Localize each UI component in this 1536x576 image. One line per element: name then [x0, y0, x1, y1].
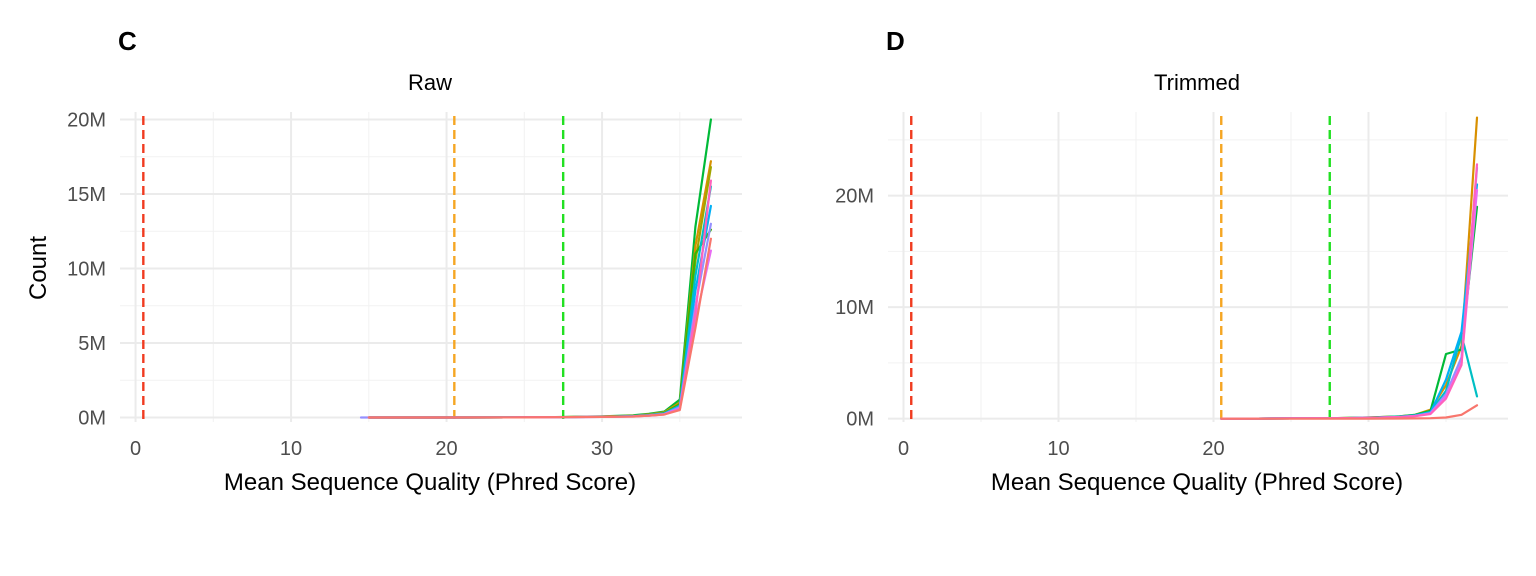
x-tick-label: 20: [1202, 438, 1224, 460]
panel-title: Raw: [408, 70, 452, 95]
series-line: [367, 228, 712, 419]
series-line: [1220, 404, 1479, 420]
y-tick-label: 20M: [67, 109, 106, 131]
plot-area: 0 10 20 30 0M 5M 10M 15M 20M: [67, 109, 742, 460]
x-tick-label: 20: [435, 438, 457, 460]
x-tick-label: 30: [1357, 438, 1379, 460]
series-line: [367, 249, 712, 419]
x-axis-title: Mean Sequence Quality (Phred Score): [224, 469, 636, 496]
panel-d: D Trimmed Mean Sequence Quality (Phred S…: [835, 26, 1508, 496]
series-line: [1220, 116, 1479, 420]
series-line: [367, 204, 712, 419]
x-tick-label: 0: [898, 438, 909, 460]
y-tick-label: 10M: [67, 258, 106, 280]
panel-label: C: [118, 26, 137, 56]
panel-title: Trimmed: [1154, 70, 1240, 95]
y-tick-label: 15M: [67, 184, 106, 206]
plot-area: 0 10 20 30 0M 10M 20M: [835, 112, 1508, 460]
x-tick-label: 10: [1047, 438, 1069, 460]
y-tick-label: 20M: [835, 186, 874, 208]
x-tick-label: 10: [280, 438, 302, 460]
x-tick-label: 30: [591, 438, 613, 460]
x-tick-label: 0: [130, 438, 141, 460]
y-tick-label: 0M: [78, 408, 106, 430]
series-line: [1220, 205, 1479, 420]
series-line: [367, 179, 712, 419]
y-tick-label: 10M: [835, 297, 874, 319]
panel-c: C Raw Mean Sequence Quality (Phred Score…: [25, 26, 742, 496]
series-line: [367, 185, 712, 419]
y-tick-label: 0M: [846, 409, 874, 431]
panel-label: D: [886, 26, 905, 56]
y-axis-title: Count: [25, 236, 52, 300]
series-line: [367, 160, 712, 419]
x-axis-title: Mean Sequence Quality (Phred Score): [991, 469, 1403, 496]
y-tick-label: 5M: [78, 333, 106, 355]
series-line: [367, 237, 712, 419]
series-line: [359, 222, 712, 419]
